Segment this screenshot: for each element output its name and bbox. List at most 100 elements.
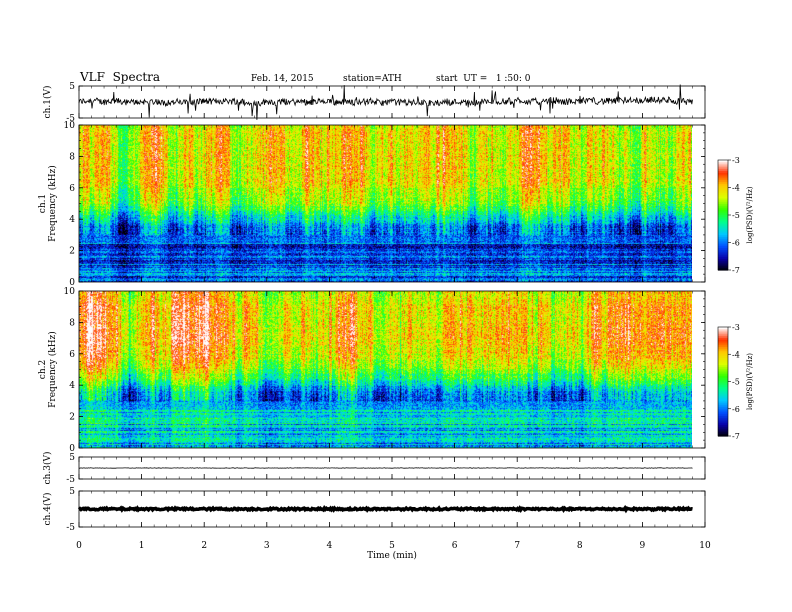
colorbar-segment — [718, 354, 728, 357]
colorbar-segment — [718, 209, 728, 212]
colorbar-segment — [718, 343, 728, 346]
colorbar-segment — [718, 248, 728, 251]
colorbar-segment — [718, 403, 728, 406]
colorbar-segment — [718, 183, 728, 187]
colorbar-segment — [718, 242, 728, 245]
colorbar-segment — [718, 416, 728, 419]
colorbar-segment — [718, 401, 728, 404]
colorbar-segment — [718, 383, 728, 386]
colorbar-segment — [718, 334, 728, 337]
colorbar-tick-label: -3 — [732, 323, 740, 332]
colorbar-segment — [718, 339, 728, 343]
colorbar-segment — [718, 240, 728, 244]
colorbar-tick-label: -5 — [732, 211, 740, 220]
colorbar-tick-label: -6 — [732, 239, 740, 248]
colorbar-tick-label: -5 — [732, 378, 740, 387]
colorbar-segment — [718, 432, 728, 435]
colorbar-segment — [718, 193, 728, 196]
y-axis-label: ch.1(V) — [42, 86, 53, 119]
colorbar-label: log(PSD)(V²/Hz) — [746, 186, 754, 243]
colorbar-segment — [718, 381, 728, 384]
colorbar-segment — [718, 235, 728, 238]
colorbar-segment — [718, 161, 728, 165]
colorbar-segment — [718, 359, 728, 363]
colorbar-segment — [718, 204, 728, 207]
colorbar-label: log(PSD)(V²/Hz) — [746, 353, 754, 410]
colorbar-segment — [718, 171, 728, 174]
x-tick-label: 2 — [201, 541, 207, 551]
colorbar-segment — [718, 392, 728, 395]
colorbar-segment — [718, 268, 728, 271]
y-tick-label: 4 — [69, 381, 75, 391]
colorbar-segment — [718, 182, 728, 185]
y-tick-label: -5 — [66, 523, 75, 533]
y-tick-label: 0 — [69, 444, 75, 454]
colorbar-segment — [718, 266, 728, 269]
colorbar-segment — [718, 345, 728, 348]
colorbar-segment — [718, 262, 728, 266]
y-tick-label: 5 — [69, 453, 75, 463]
colorbar-segment — [718, 172, 728, 176]
y-tick-label: -5 — [66, 114, 75, 124]
colorbar-segment — [718, 165, 728, 168]
colorbar-segment — [718, 356, 728, 359]
colorbar-segment — [718, 257, 728, 260]
colorbar-segment — [718, 191, 728, 194]
colorbar-segment — [718, 253, 728, 256]
y-axis-label: ch.1 — [38, 194, 48, 213]
colorbar-segment — [718, 426, 728, 430]
colorbar-tick-label: -7 — [732, 266, 740, 275]
colorbar-segment — [718, 215, 728, 218]
x-tick-label: 4 — [327, 541, 333, 551]
colorbar-segment — [718, 394, 728, 397]
colorbar-segment — [718, 390, 728, 393]
colorbar-segment — [718, 370, 728, 374]
x-tick-label: 8 — [577, 541, 583, 551]
colorbar-segment — [718, 388, 728, 392]
colorbar-segment — [718, 249, 728, 253]
colorbar-segment — [718, 229, 728, 233]
x-tick-label: 0 — [76, 541, 82, 551]
colorbar-segment — [718, 244, 728, 247]
figure-title: VLF Spectra — [80, 70, 161, 84]
colorbar-segment — [718, 169, 728, 172]
colorbar-segment — [718, 167, 728, 170]
x-tick-label: 3 — [264, 541, 270, 551]
x-tick-label: 5 — [389, 541, 395, 551]
colorbar-segment — [718, 412, 728, 415]
colorbar-segment — [718, 224, 728, 227]
colorbar-segment — [718, 419, 728, 423]
colorbar-tick-label: -4 — [732, 350, 740, 359]
waveform-ch1v — [78, 84, 693, 120]
y-tick-label: 5 — [69, 82, 75, 92]
colorbar-segment — [718, 163, 728, 167]
y-tick-label: 0 — [69, 278, 75, 288]
colorbar-segment — [718, 414, 728, 417]
colorbar-segment — [718, 330, 728, 334]
colorbar-segment — [718, 196, 728, 200]
colorbar-segment — [718, 160, 728, 163]
colorbar-segment — [718, 237, 728, 240]
colorbar-segment — [718, 259, 728, 262]
colorbar-segment — [718, 421, 728, 424]
colorbar-segment — [718, 336, 728, 339]
colorbar-segment — [718, 174, 728, 178]
colorbar-segment — [718, 220, 728, 223]
colorbar-tick-label: -4 — [732, 184, 740, 193]
colorbar-segment — [718, 430, 728, 433]
colorbar-segment — [718, 337, 728, 341]
colorbar-segment — [718, 357, 728, 361]
colorbar-segment — [718, 332, 728, 335]
colorbar-segment — [718, 185, 728, 189]
colorbar-segment — [718, 260, 728, 264]
x-tick-label: 10 — [699, 541, 711, 551]
colorbar-segment — [718, 205, 728, 209]
y-tick-label: 6 — [69, 350, 75, 360]
colorbar-segment — [718, 231, 728, 234]
colorbar-segment — [718, 374, 728, 377]
colorbar-segment — [718, 328, 728, 332]
colorbar-segment — [718, 417, 728, 421]
x-tick-label: 7 — [514, 541, 520, 551]
colorbar-segment — [718, 222, 728, 225]
